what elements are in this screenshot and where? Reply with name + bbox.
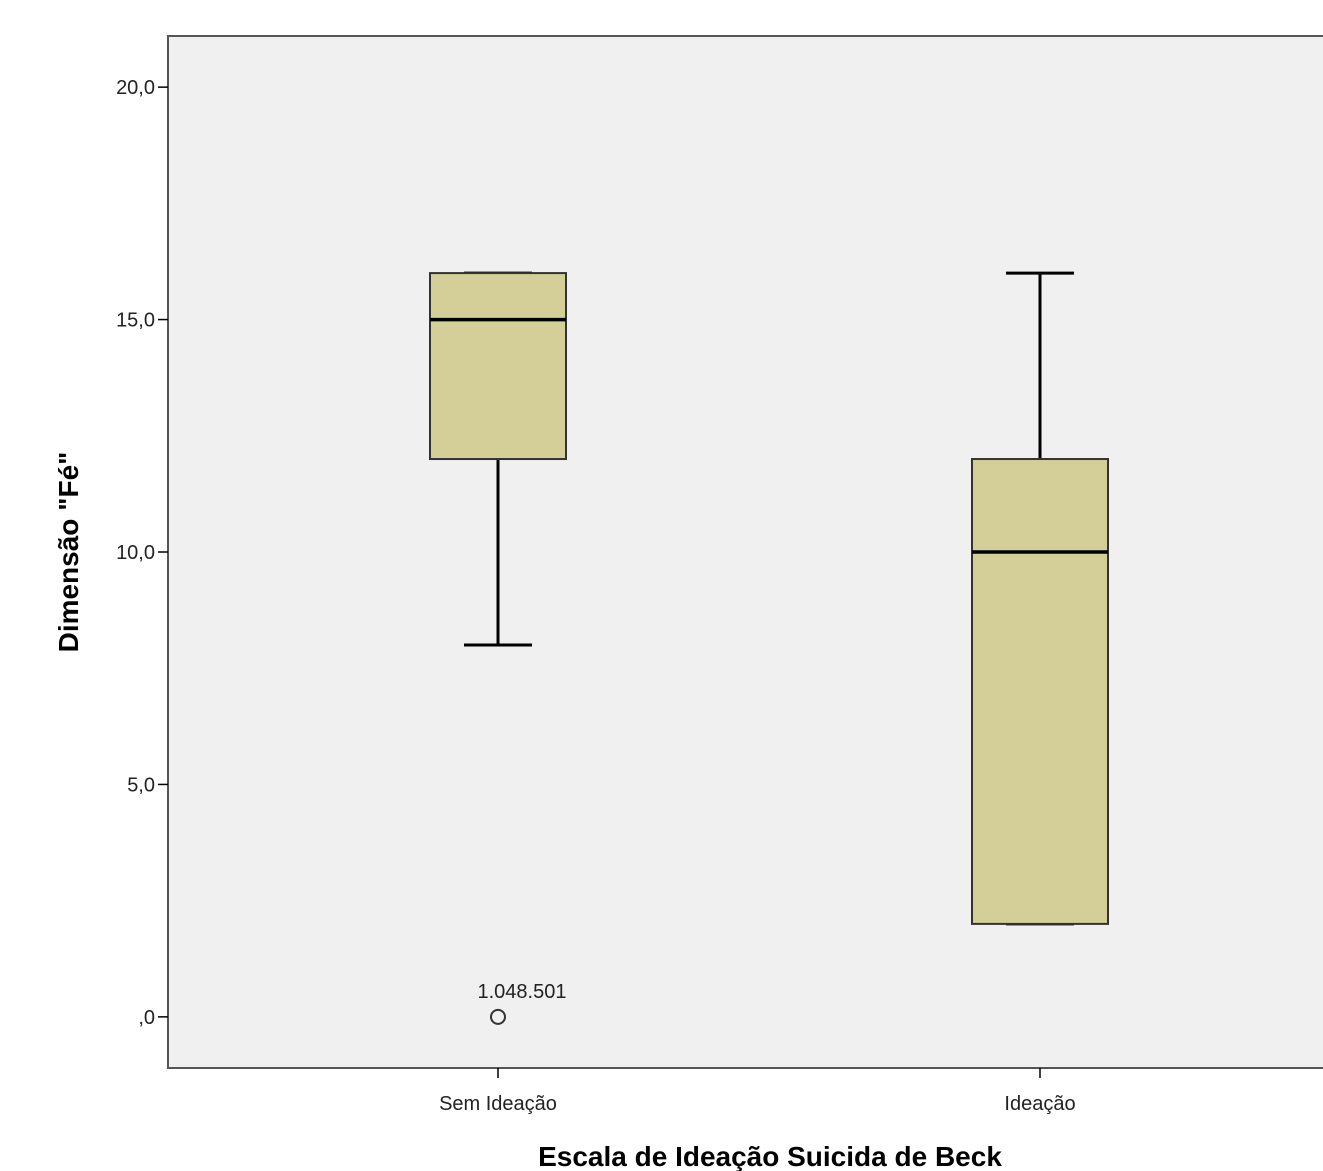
y-tick-label: 20,0 — [116, 77, 155, 99]
box-iqr — [971, 458, 1109, 925]
x-tick-label: Ideação — [1004, 1093, 1075, 1115]
y-tick-label: 15,0 — [116, 310, 155, 332]
x-tick-label: Sem Ideação — [439, 1093, 557, 1115]
y-tick-label: ,0 — [138, 1007, 155, 1029]
outlier-point — [490, 1008, 506, 1025]
y-tick-label: 10,0 — [116, 542, 155, 564]
box-iqr — [429, 272, 567, 461]
y-axis-title: Dimensão "Fé" — [53, 452, 84, 653]
boxes: 1.048.501 — [429, 271, 1109, 1025]
box-group — [971, 271, 1109, 926]
plot-area — [167, 35, 1323, 1069]
y-axis: ,0 5,0 10,0 15,0 20,0 — [116, 77, 168, 1029]
y-tick-label: 5,0 — [127, 774, 155, 796]
x-axis-title: Escala de Ideação Suicida de Beck — [538, 1141, 1002, 1171]
outlier-label: 1.048.501 — [478, 981, 567, 1003]
x-axis: Sem Ideação Ideação — [439, 1068, 1076, 1115]
box-group: 1.048.501 — [429, 271, 567, 1025]
